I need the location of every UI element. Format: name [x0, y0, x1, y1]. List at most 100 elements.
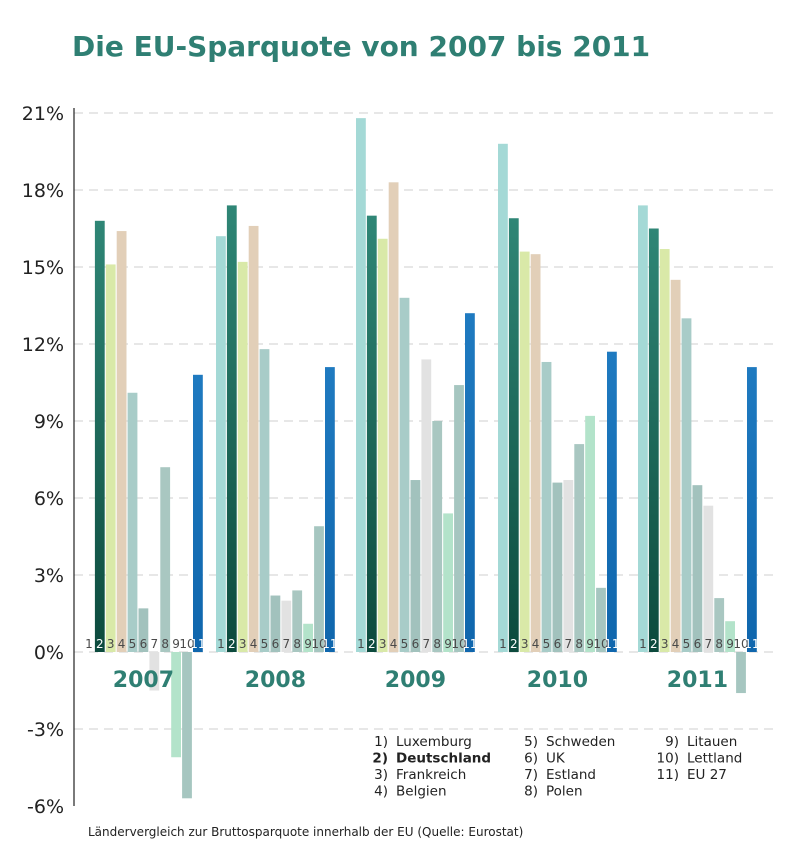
bar-number-label: 10 [593, 637, 608, 651]
bar-number-label: 4 [532, 637, 540, 651]
bar-number-label: 11 [190, 637, 205, 651]
bar [659, 249, 670, 653]
bar [648, 228, 659, 652]
bar-number-label: 2 [510, 637, 518, 651]
bar [149, 652, 160, 691]
bar [325, 367, 335, 652]
bar [519, 251, 530, 652]
bar [465, 313, 475, 652]
bar-number-label: 5 [261, 637, 269, 651]
bar-number-label: 8 [715, 637, 723, 651]
bar [388, 182, 399, 653]
bar [292, 590, 303, 652]
bar [703, 505, 714, 652]
bar-number-label: 11 [462, 637, 477, 651]
bar-number-label: 7 [704, 637, 712, 651]
legend-entry-number: 9) [665, 734, 679, 750]
x-category-label: 2009 [385, 668, 446, 693]
bar [552, 482, 563, 652]
bar [736, 652, 746, 694]
bar [498, 143, 508, 653]
bar [638, 205, 648, 652]
bar-number-label: 8 [433, 637, 441, 651]
bar-number-label: 6 [272, 637, 280, 651]
bar [314, 526, 324, 652]
bar-number-label: 1 [217, 637, 225, 651]
bar-number-label: 7 [282, 637, 290, 651]
bar-number-label: 3 [661, 637, 669, 651]
legend-entry-number: 4) [374, 784, 388, 800]
bar [454, 385, 464, 652]
bar [714, 598, 725, 652]
bar [171, 652, 181, 758]
bar-number-label: 6 [412, 637, 420, 651]
bar [530, 254, 541, 652]
bar [94, 220, 105, 653]
bar [182, 652, 192, 799]
legend-entry-name: Belgien [396, 784, 447, 800]
bar [399, 297, 410, 652]
legend-entry-name: Frankreich [396, 767, 466, 783]
bar-number-label: 2 [96, 637, 104, 651]
bar [248, 225, 259, 652]
legend-entry-number: 2) [372, 751, 388, 767]
bar-number-label: 8 [575, 637, 583, 651]
legend-entry-name: Litauen [687, 734, 737, 750]
bar-number-label: 9 [172, 637, 180, 651]
bar [105, 264, 116, 652]
y-tick-label: -3% [27, 719, 64, 741]
legend-entry-number: 7) [524, 767, 538, 783]
bar-number-label: 9 [304, 637, 312, 651]
legend-entry-number: 11) [657, 767, 679, 783]
bar-number-label: 7 [564, 637, 572, 651]
bar [193, 374, 203, 652]
bar-number-label: 8 [293, 637, 301, 651]
bar-number-label: 2 [368, 637, 376, 651]
bar [508, 218, 519, 652]
bar [747, 367, 757, 652]
bar [607, 351, 617, 652]
bar [303, 623, 313, 652]
bar-number-label: 4 [118, 637, 126, 651]
bar [281, 600, 292, 652]
bar [160, 467, 171, 652]
bar [366, 215, 377, 652]
bar-number-label: 2 [228, 637, 236, 651]
bar-number-label: 3 [379, 637, 387, 651]
legend-entry-name: Polen [546, 784, 583, 800]
y-tick-label: 12% [22, 334, 64, 356]
bar [670, 279, 681, 652]
bar-number-label: 9 [586, 637, 594, 651]
bar-number-label: 6 [554, 637, 562, 651]
legend-entry-number: 6) [524, 751, 538, 767]
bar-number-label: 5 [401, 637, 409, 651]
x-category-label: 2008 [245, 668, 306, 693]
y-tick-label: 18% [22, 180, 64, 202]
bar-number-label: 7 [150, 637, 158, 651]
y-tick-label: 15% [22, 257, 64, 279]
legend-entry-name: Estland [546, 767, 596, 783]
bar-number-label: 10 [179, 637, 194, 651]
bar-number-label: 5 [683, 637, 691, 651]
legend-entry-name: Deutschland [396, 751, 491, 767]
bar-number-label: 8 [161, 637, 169, 651]
bar [410, 480, 421, 652]
bar-number-label: 3 [107, 637, 115, 651]
bar-number-label: 1 [357, 637, 365, 651]
bar-number-label: 4 [672, 637, 680, 651]
x-category-label: 2011 [667, 668, 728, 693]
x-category-label: 2010 [527, 668, 588, 693]
bar-number-label: 11 [322, 637, 337, 651]
y-tick-label: 3% [34, 565, 64, 587]
bar [421, 359, 432, 652]
bar-number-label: 2 [650, 637, 658, 651]
bar [377, 238, 388, 652]
bar [127, 392, 138, 652]
bar [585, 415, 595, 652]
bar-number-label: 10 [733, 637, 748, 651]
y-tick-label: 6% [34, 488, 64, 510]
bar-number-label: 4 [390, 637, 398, 651]
legend-entry-number: 10) [657, 751, 679, 767]
bar-number-label: 11 [744, 637, 759, 651]
y-tick-label: 9% [34, 411, 64, 433]
